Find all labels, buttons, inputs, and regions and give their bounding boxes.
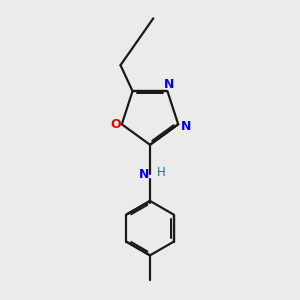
Text: N: N [139,168,149,181]
Text: N: N [164,78,174,91]
Text: O: O [110,118,121,131]
Text: H: H [157,166,166,179]
Text: N: N [181,119,191,133]
